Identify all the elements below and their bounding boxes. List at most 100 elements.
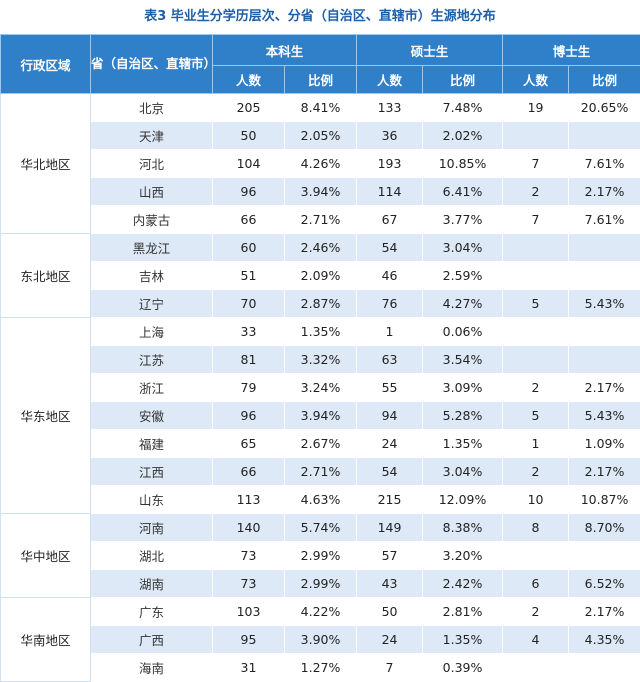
master-count-cell: 149 [357, 514, 423, 542]
master-count-cell: 1 [357, 318, 423, 346]
bachelor-ratio-cell: 2.87% [285, 290, 357, 318]
bachelor-count-cell: 104 [213, 150, 285, 178]
master-ratio-cell: 7.48% [423, 94, 503, 122]
origin-distribution-table: 行政区域 省（自治区、直辖市） 本科生 硕士生 博士生 人数 比例 人数 比例 … [0, 34, 640, 682]
bachelor-ratio-cell: 4.26% [285, 150, 357, 178]
bachelor-ratio-cell: 1.35% [285, 318, 357, 346]
bachelor-ratio-cell: 2.71% [285, 458, 357, 486]
bachelor-header: 本科生 [213, 35, 357, 66]
master-count-cell: 7 [357, 654, 423, 682]
master-ratio-cell: 5.28% [423, 402, 503, 430]
province-cell: 安徽 [91, 402, 213, 430]
doctor-ratio-cell: 4.35% [569, 626, 640, 654]
bachelor-ratio-cell: 2.67% [285, 430, 357, 458]
bachelor-count-cell: 205 [213, 94, 285, 122]
master-count-cell: 24 [357, 430, 423, 458]
doctor-header: 博士生 [503, 35, 640, 66]
doctor-count-cell [503, 122, 569, 150]
region-cell: 华中地区 [1, 514, 91, 598]
master-ratio-cell: 8.38% [423, 514, 503, 542]
province-cell: 上海 [91, 318, 213, 346]
bachelor-ratio-cell: 3.94% [285, 402, 357, 430]
master-ratio-cell: 1.35% [423, 430, 503, 458]
bachelor-count-cell: 66 [213, 458, 285, 486]
province-cell: 广东 [91, 598, 213, 626]
bachelor-count-cell: 113 [213, 486, 285, 514]
doctor-ratio-cell: 2.17% [569, 374, 640, 402]
master-ratio-cell: 2.42% [423, 570, 503, 598]
province-cell: 福建 [91, 430, 213, 458]
doctor-ratio-cell: 2.17% [569, 178, 640, 206]
master-ratio-cell: 0.06% [423, 318, 503, 346]
master-ratio-cell: 2.59% [423, 262, 503, 290]
bachelor-ratio-cell: 3.90% [285, 626, 357, 654]
master-count-cell: 133 [357, 94, 423, 122]
doctor-count-header: 人数 [503, 66, 569, 94]
province-cell: 北京 [91, 94, 213, 122]
province-cell: 山西 [91, 178, 213, 206]
master-count-cell: 54 [357, 458, 423, 486]
master-ratio-cell: 3.09% [423, 374, 503, 402]
doctor-count-cell: 10 [503, 486, 569, 514]
doctor-ratio-cell [569, 318, 640, 346]
bachelor-ratio-cell: 2.09% [285, 262, 357, 290]
table-title: 表3 毕业生分学历层次、分省（自治区、直辖市）生源地分布 [0, 0, 640, 34]
doctor-count-cell: 7 [503, 206, 569, 234]
bachelor-ratio-cell: 3.32% [285, 346, 357, 374]
master-ratio-cell: 2.02% [423, 122, 503, 150]
master-ratio-cell: 3.77% [423, 206, 503, 234]
bachelor-count-cell: 95 [213, 626, 285, 654]
doctor-ratio-cell [569, 654, 640, 682]
province-cell: 广西 [91, 626, 213, 654]
master-ratio-cell: 2.81% [423, 598, 503, 626]
doctor-count-cell: 2 [503, 458, 569, 486]
doctor-ratio-cell: 1.09% [569, 430, 640, 458]
master-count-cell: 46 [357, 262, 423, 290]
doctor-count-cell: 2 [503, 374, 569, 402]
master-ratio-cell: 12.09% [423, 486, 503, 514]
doctor-ratio-cell: 7.61% [569, 150, 640, 178]
master-count-header: 人数 [357, 66, 423, 94]
doctor-count-cell: 7 [503, 150, 569, 178]
master-count-cell: 43 [357, 570, 423, 598]
bachelor-count-cell: 79 [213, 374, 285, 402]
bachelor-ratio-cell: 2.71% [285, 206, 357, 234]
bachelor-count-cell: 70 [213, 290, 285, 318]
bachelor-ratio-cell: 8.41% [285, 94, 357, 122]
master-ratio-cell: 3.54% [423, 346, 503, 374]
doctor-ratio-cell [569, 122, 640, 150]
doctor-ratio-cell: 7.61% [569, 206, 640, 234]
doctor-ratio-cell: 8.70% [569, 514, 640, 542]
province-cell: 江苏 [91, 346, 213, 374]
bachelor-ratio-cell: 2.05% [285, 122, 357, 150]
province-cell: 内蒙古 [91, 206, 213, 234]
doctor-count-cell [503, 234, 569, 262]
master-ratio-cell: 0.39% [423, 654, 503, 682]
doctor-ratio-cell [569, 262, 640, 290]
master-ratio-cell: 3.20% [423, 542, 503, 570]
doctor-count-cell: 19 [503, 94, 569, 122]
doctor-count-cell: 2 [503, 178, 569, 206]
bachelor-count-cell: 96 [213, 178, 285, 206]
region-header: 行政区域 [1, 35, 91, 94]
bachelor-count-cell: 81 [213, 346, 285, 374]
master-count-cell: 63 [357, 346, 423, 374]
bachelor-count-cell: 73 [213, 542, 285, 570]
region-cell: 华北地区 [1, 94, 91, 234]
master-count-cell: 67 [357, 206, 423, 234]
master-count-cell: 50 [357, 598, 423, 626]
bachelor-ratio-cell: 4.22% [285, 598, 357, 626]
doctor-ratio-cell: 10.87% [569, 486, 640, 514]
